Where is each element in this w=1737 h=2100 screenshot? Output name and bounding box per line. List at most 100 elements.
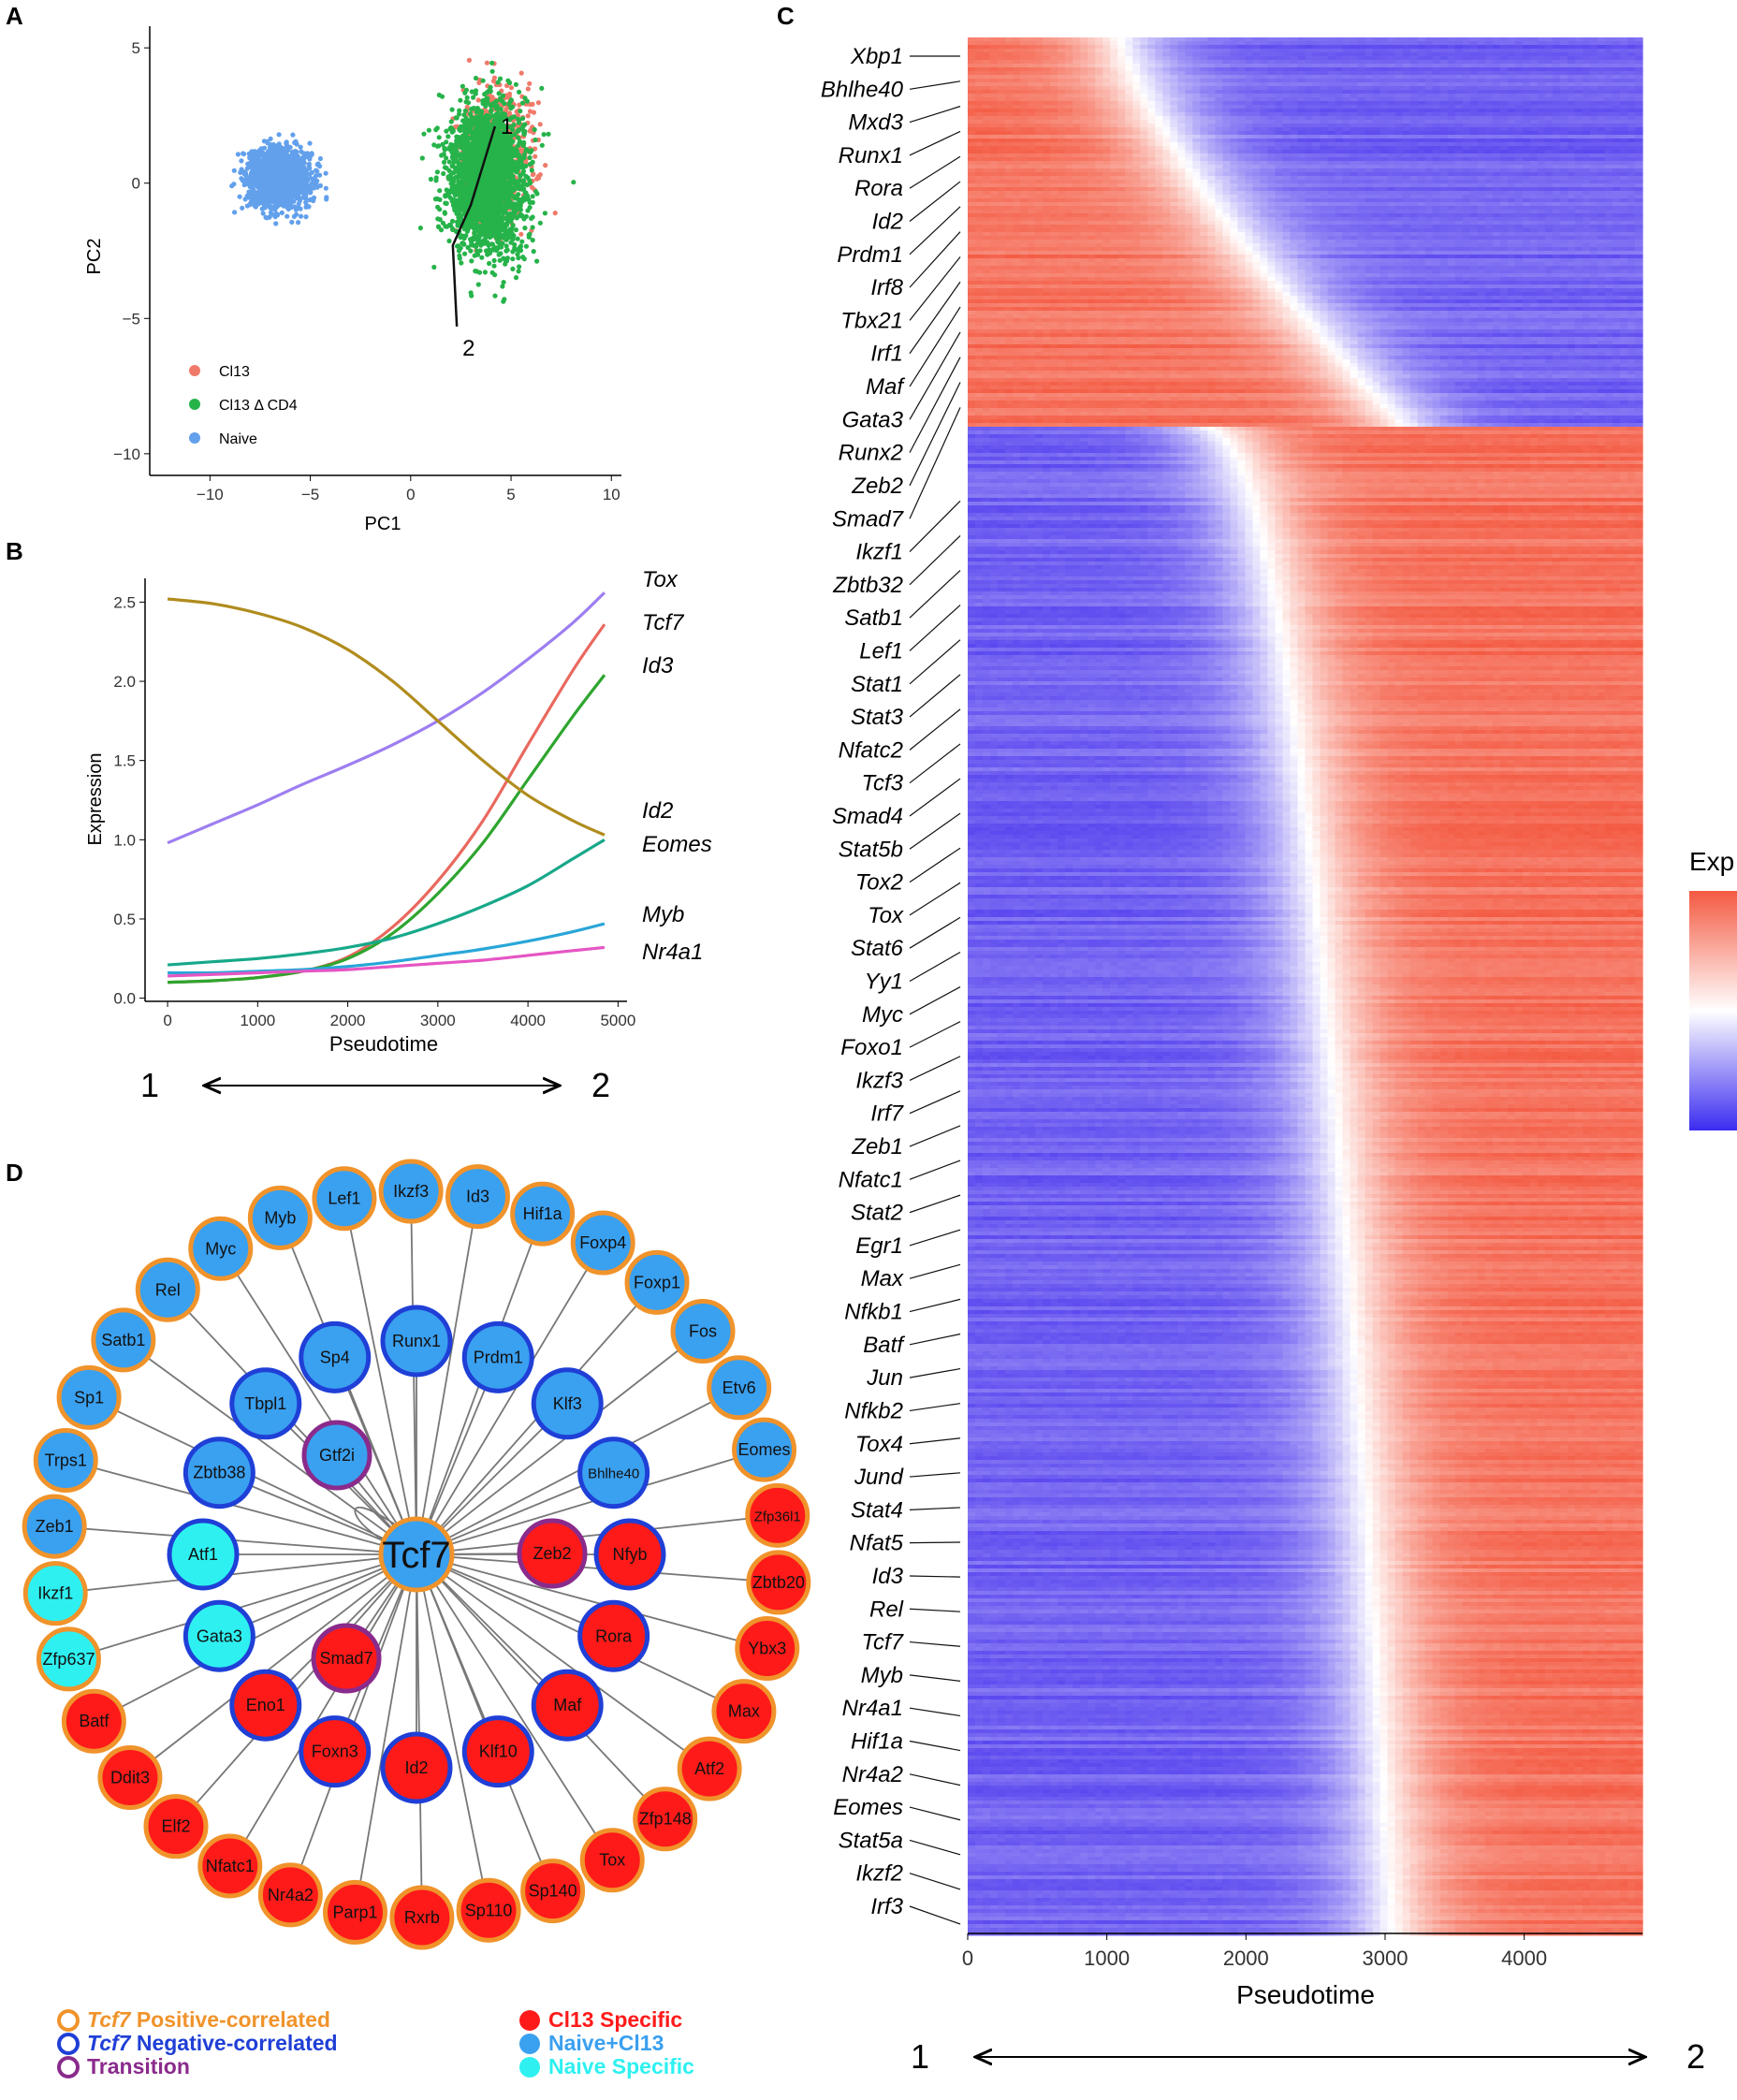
- scatter-point: [303, 193, 308, 197]
- scatter-point: [284, 146, 288, 151]
- scatter-point: [314, 168, 319, 173]
- scatter-point: [290, 133, 295, 138]
- scatter-point: [509, 85, 514, 90]
- scatter-point: [268, 199, 272, 204]
- scatter-point: [289, 220, 294, 225]
- scatter-point: [262, 196, 267, 200]
- scatter-point: [518, 232, 523, 237]
- scatter-point: [283, 150, 287, 154]
- scatter-point: [307, 164, 312, 168]
- scatter-point: [274, 150, 279, 154]
- scatter-point: [308, 190, 313, 195]
- scatter-point: [536, 100, 541, 105]
- scatter-point: [258, 185, 263, 190]
- scatter-point: [268, 148, 272, 153]
- scatter-point: [519, 71, 524, 76]
- scatter-point: [231, 182, 236, 186]
- scatter-point: [273, 221, 278, 226]
- scatter-point: [254, 151, 258, 155]
- scatter-point: [303, 189, 308, 194]
- scatter-point: [485, 61, 489, 66]
- scatter-point: [317, 164, 322, 168]
- scatter-point: [277, 132, 282, 137]
- scatter-point: [307, 141, 312, 146]
- scatter-point: [299, 171, 304, 176]
- panel-letter-b: B: [6, 537, 23, 565]
- scatter-point: [263, 154, 268, 159]
- scatter-point: [269, 137, 273, 141]
- scatter-point: [310, 151, 314, 155]
- scatter-point: [249, 192, 254, 197]
- scatter-point: [306, 204, 311, 209]
- scatter-point: [285, 164, 289, 168]
- scatter-point: [241, 179, 245, 183]
- scatter-point: [314, 185, 319, 190]
- scatter-point: [260, 180, 265, 184]
- scatter-point: [526, 113, 531, 118]
- scatter-point: [304, 171, 309, 176]
- scatter-point: [280, 197, 285, 202]
- scatter-point: [244, 178, 249, 182]
- scatter-point: [255, 199, 260, 204]
- scatter-point: [534, 177, 539, 182]
- scatter-point: [241, 152, 246, 156]
- scatter-point: [243, 170, 248, 175]
- scatter-point: [277, 170, 282, 175]
- scatter-point: [324, 186, 328, 191]
- scatter-point: [255, 172, 260, 177]
- scatter-point: [272, 144, 277, 149]
- scatter-point: [528, 109, 533, 113]
- scatter-point: [236, 152, 241, 156]
- scatter-point: [280, 211, 285, 215]
- scatter-point: [247, 155, 252, 160]
- scatter-point: [296, 220, 300, 225]
- scatter-point: [291, 184, 296, 189]
- scatter-point: [296, 205, 300, 210]
- scatter-point: [255, 165, 260, 169]
- scatter-point: [239, 158, 243, 163]
- scatter-point: [289, 164, 294, 168]
- scatter-point: [533, 154, 537, 159]
- scatter-point: [294, 150, 299, 154]
- scatter-point: [307, 183, 312, 188]
- scatter-point: [292, 214, 297, 219]
- scatter-point: [527, 81, 532, 86]
- scatter-point: [261, 211, 266, 215]
- scatter-point: [273, 214, 278, 219]
- scatter-point: [261, 165, 266, 169]
- scatter-point: [299, 145, 303, 150]
- scatter-point: [538, 122, 543, 126]
- scatter-point: [238, 195, 242, 199]
- scatter-point: [279, 180, 284, 184]
- scatter-point: [265, 182, 270, 187]
- scatter-point: [283, 176, 287, 181]
- scatter-point: [283, 169, 287, 174]
- scatter-point: [266, 191, 270, 196]
- scatter-point: [232, 168, 237, 173]
- scatter-point: [268, 163, 272, 168]
- scatter-point: [299, 166, 303, 170]
- panel-letter-a: A: [6, 2, 23, 30]
- scatter-point: [284, 140, 288, 145]
- scatter-point: [296, 183, 300, 188]
- scatter-point: [295, 154, 299, 159]
- scatter-point: [324, 171, 328, 176]
- scatter-point: [232, 210, 237, 214]
- scatter-point: [240, 167, 244, 171]
- scatter-point: [252, 179, 256, 183]
- scatter-point: [324, 195, 328, 199]
- scatter-point: [507, 92, 512, 96]
- scatter-point: [256, 156, 261, 161]
- scatter-point: [272, 205, 277, 210]
- scatter-point: [248, 202, 253, 207]
- scatter-point: [304, 154, 309, 159]
- scatter-point: [240, 206, 244, 211]
- scatter-point: [292, 140, 297, 145]
- scatter-points: [229, 58, 576, 304]
- scatter-point: [285, 205, 289, 210]
- scatter-point: [270, 185, 275, 190]
- scatter-point: [257, 191, 262, 196]
- scatter-point: [292, 179, 297, 183]
